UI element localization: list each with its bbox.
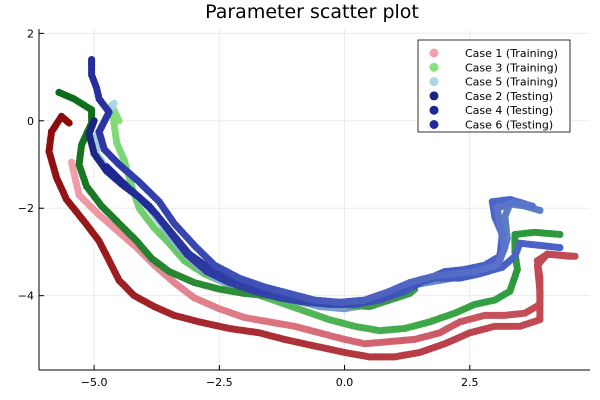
legend-box <box>417 39 571 133</box>
series-0 <box>68 158 579 348</box>
y-tick-label: −4 <box>18 290 34 303</box>
legend-label: Case 6 (Testing) <box>465 119 553 132</box>
x-tick-label: 0.0 <box>336 376 354 389</box>
legend-marker <box>429 91 439 101</box>
axes <box>38 29 590 371</box>
x-tick-label: −2.5 <box>206 376 233 389</box>
legend-marker <box>429 62 439 72</box>
series-5 <box>88 56 537 306</box>
data-point <box>556 230 564 239</box>
y-tick-label: −2 <box>18 202 34 215</box>
data-point <box>528 202 537 210</box>
data-points <box>45 56 579 361</box>
chart-title: Parameter scatter plot <box>205 1 419 23</box>
tick-labels: −5.0 −2.5 0.0 2.5 2 0 −2 −4 <box>18 27 479 389</box>
legend-label: Case 1 (Training) <box>465 47 558 60</box>
legend-label: Case 4 (Testing) <box>465 104 553 117</box>
y-tick-label: 0 <box>27 115 34 128</box>
y-tick-label: 2 <box>27 27 34 40</box>
data-point <box>556 244 564 252</box>
series-4 <box>103 163 564 308</box>
legend-marker <box>429 48 439 58</box>
data-point <box>536 206 544 214</box>
legend-marker <box>429 105 439 115</box>
legend-marker <box>429 77 439 87</box>
data-point <box>571 252 579 260</box>
legend-label: Case 5 (Training) <box>465 76 558 89</box>
legend: Case 1 (Training)Case 3 (Training) Case 5… <box>417 39 571 133</box>
x-tick-label: 2.5 <box>461 376 479 389</box>
legend-label: Case 2 (Testing) <box>465 90 553 103</box>
legend-marker <box>429 120 439 129</box>
legend-label: Case 3 (Training) <box>465 61 558 74</box>
x-tick-label: −5.0 <box>81 376 108 389</box>
